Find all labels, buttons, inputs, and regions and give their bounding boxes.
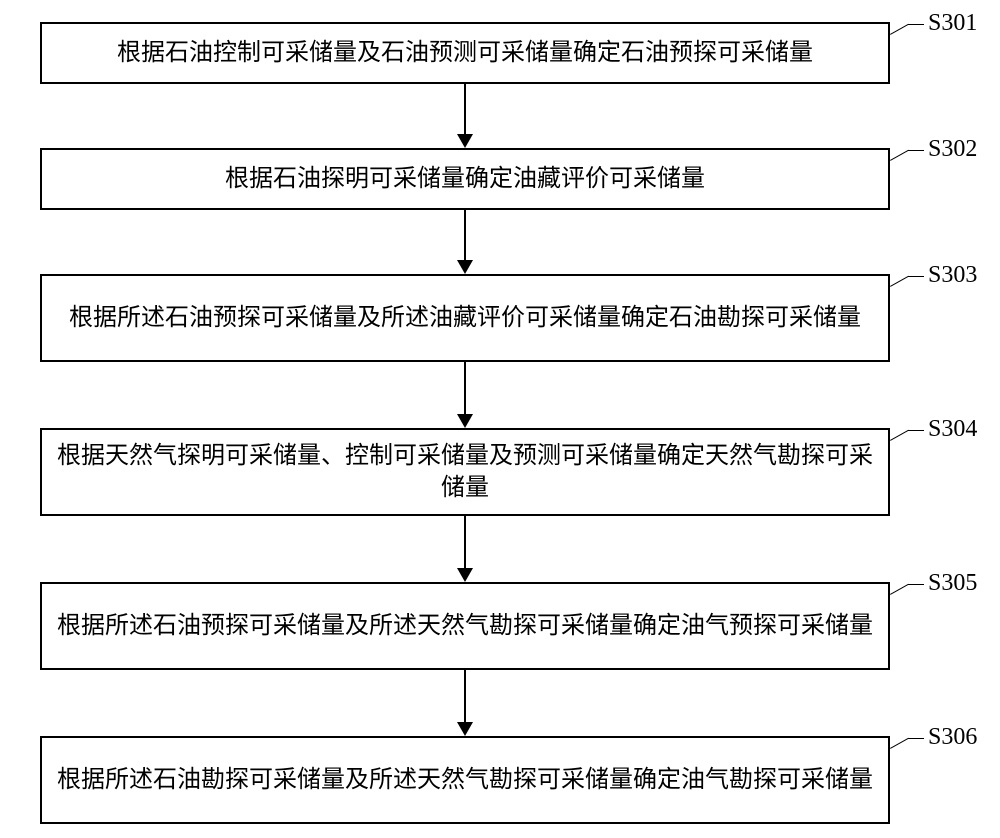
connector-seg xyxy=(908,276,924,277)
step-text: 根据所述石油预探可采储量及所述油藏评价可采储量确定石油勘探可采储量 xyxy=(69,302,861,334)
step-box-s306: 根据所述石油勘探可采储量及所述天然气勘探可采储量确定油气勘探可采储量 xyxy=(40,736,890,824)
flowchart-canvas: 根据石油控制可采储量及石油预测可采储量确定石油预探可采储量 S301 根据石油探明可… xyxy=(0,0,1000,838)
step-box-s305: 根据所述石油预探可采储量及所述天然气勘探可采储量确定油气预探可采储量 xyxy=(40,582,890,670)
connector-seg xyxy=(908,150,924,151)
step-box-s304: 根据天然气探明可采储量、控制可采储量及预测可采储量确定天然气勘探可采储量 xyxy=(40,428,890,516)
step-tag-s304: S304 xyxy=(928,416,977,443)
flow-arrow-head xyxy=(457,568,473,582)
flow-arrow-line xyxy=(464,516,466,568)
connector-seg xyxy=(908,430,924,431)
step-tag-s305: S305 xyxy=(928,570,977,597)
connector-seg xyxy=(890,150,908,161)
connector-seg xyxy=(908,738,924,739)
flow-arrow-line xyxy=(464,210,466,260)
step-text: 根据石油控制可采储量及石油预测可采储量确定石油预探可采储量 xyxy=(117,37,813,69)
step-tag-s301: S301 xyxy=(928,10,977,37)
connector-seg xyxy=(890,24,908,35)
step-tag-s306: S306 xyxy=(928,724,977,751)
step-text: 根据所述石油勘探可采储量及所述天然气勘探可采储量确定油气勘探可采储量 xyxy=(57,764,873,796)
step-box-s302: 根据石油探明可采储量确定油藏评价可采储量 xyxy=(40,148,890,210)
flow-arrow-head xyxy=(457,722,473,736)
step-text: 根据石油探明可采储量确定油藏评价可采储量 xyxy=(225,163,705,195)
flow-arrow-line xyxy=(464,362,466,414)
connector-seg xyxy=(890,738,908,749)
flow-arrow-head xyxy=(457,260,473,274)
flow-arrow-head xyxy=(457,134,473,148)
connector-seg xyxy=(908,584,924,585)
connector-seg xyxy=(890,584,908,595)
connector-seg xyxy=(908,24,924,25)
connector-seg xyxy=(890,276,908,287)
step-text: 根据所述石油预探可采储量及所述天然气勘探可采储量确定油气预探可采储量 xyxy=(57,610,873,642)
flow-arrow-line xyxy=(464,84,466,134)
step-tag-s303: S303 xyxy=(928,262,977,289)
step-box-s303: 根据所述石油预探可采储量及所述油藏评价可采储量确定石油勘探可采储量 xyxy=(40,274,890,362)
flow-arrow-line xyxy=(464,670,466,722)
step-text: 根据天然气探明可采储量、控制可采储量及预测可采储量确定天然气勘探可采储量 xyxy=(52,440,878,505)
step-box-s301: 根据石油控制可采储量及石油预测可采储量确定石油预探可采储量 xyxy=(40,22,890,84)
step-tag-s302: S302 xyxy=(928,136,977,163)
flow-arrow-head xyxy=(457,414,473,428)
connector-seg xyxy=(890,430,908,441)
